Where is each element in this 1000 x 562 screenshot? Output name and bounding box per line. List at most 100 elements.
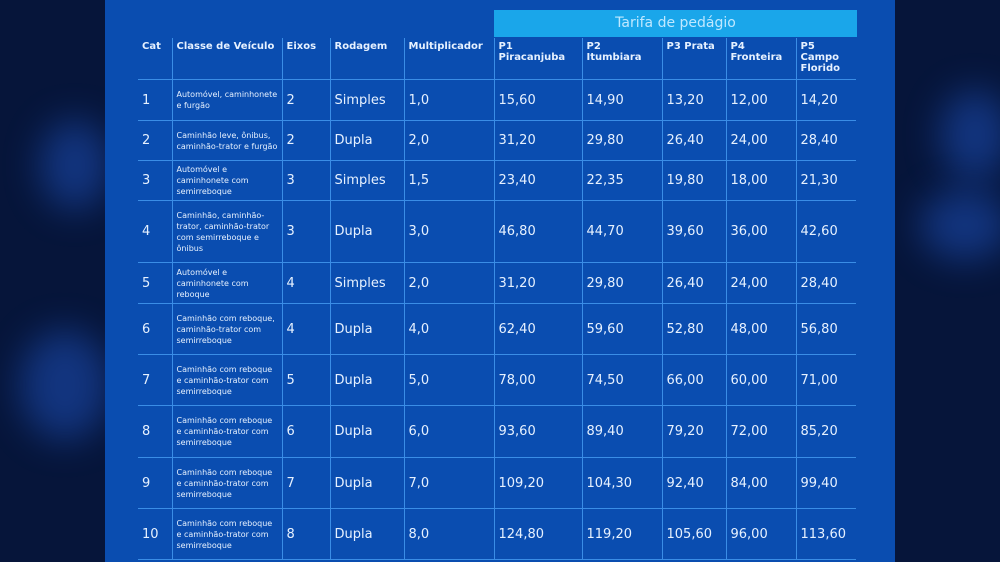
table-row: 10 Caminhão com reboque e caminhão-trator…	[138, 508, 856, 560]
cell-p1: 31,20	[493, 120, 583, 161]
cell-axles: 6	[281, 405, 331, 458]
header-cat: Cat	[138, 38, 173, 80]
cell-p5: 85,20	[795, 405, 856, 458]
cell-cat: 2	[138, 120, 173, 161]
cell-p2: 74,50	[581, 354, 663, 406]
cell-p2: 22,35	[581, 160, 663, 201]
cell-axles: 2	[281, 120, 331, 161]
table-row: 2 Caminhão leve, ônibus, caminhão-trator …	[138, 120, 856, 161]
cell-p2: 44,70	[581, 200, 663, 263]
cell-cat: 9	[138, 457, 173, 509]
table-row: 5 Automóvel e caminhonete com reboque 4 Sim…	[138, 262, 856, 304]
header-row: Cat Classe de Veículo Eixos Rodagem Multipli…	[138, 38, 856, 80]
cell-axles: 3	[281, 200, 331, 263]
cell-axles: 4	[281, 303, 331, 355]
cell-axles: 5	[281, 354, 331, 406]
cell-cat: 6	[138, 303, 173, 355]
cell-multiplier: 8,0	[403, 508, 495, 560]
header-multiplier: Multiplicador	[403, 38, 495, 80]
cell-vehicle-class: Caminhão, caminhão-trator, caminhão-trat…	[171, 200, 283, 263]
cell-cat: 8	[138, 405, 173, 458]
cell-vehicle-class: Caminhão leve, ônibus, caminhão-trator e…	[171, 120, 283, 161]
cell-p4: 24,00	[725, 120, 797, 161]
header-p5: P5 Campo Florido	[795, 38, 856, 80]
header-p3: P3 Prata	[661, 38, 727, 80]
cell-p5: 71,00	[795, 354, 856, 406]
cell-wheels: Dupla	[329, 303, 405, 355]
cell-axles: 8	[281, 508, 331, 560]
cell-wheels: Dupla	[329, 120, 405, 161]
cell-wheels: Simples	[329, 79, 405, 121]
cell-cat: 5	[138, 262, 173, 304]
cell-axles: 7	[281, 457, 331, 509]
cell-wheels: Dupla	[329, 508, 405, 560]
table-row: 1 Automóvel, caminhonete e furgão 2 Simples…	[138, 79, 856, 121]
cell-p5: 56,80	[795, 303, 856, 355]
cell-wheels: Dupla	[329, 405, 405, 458]
table-row: 9 Caminhão com reboque e caminhão-trator …	[138, 457, 856, 509]
cell-multiplier: 4,0	[403, 303, 495, 355]
cell-cat: 3	[138, 160, 173, 201]
cell-cat: 4	[138, 200, 173, 263]
table-row: 6 Caminhão com reboque, caminhão-trator c…	[138, 303, 856, 355]
cell-p5: 113,60	[795, 508, 856, 560]
background-blur	[20, 330, 110, 440]
table-row: 8 Caminhão com reboque e caminhão-trator …	[138, 405, 856, 458]
background-blur	[920, 190, 1000, 260]
cell-p5: 42,60	[795, 200, 856, 263]
cell-p4: 60,00	[725, 354, 797, 406]
table-row: 3 Automóvel e caminhonete com semirreboqu…	[138, 160, 856, 201]
header-p1: P1 Piracanjuba	[493, 38, 583, 80]
cell-p3: 52,80	[661, 303, 727, 355]
cell-p1: 23,40	[493, 160, 583, 201]
cell-cat: 7	[138, 354, 173, 406]
cell-p4: 48,00	[725, 303, 797, 355]
cell-p1: 15,60	[493, 79, 583, 121]
cell-multiplier: 3,0	[403, 200, 495, 263]
cell-cat: 1	[138, 79, 173, 121]
cell-wheels: Dupla	[329, 200, 405, 263]
cell-axles: 4	[281, 262, 331, 304]
cell-p3: 92,40	[661, 457, 727, 509]
cell-multiplier: 2,0	[403, 262, 495, 304]
cell-vehicle-class: Automóvel e caminhonete com reboque	[171, 262, 283, 304]
cell-vehicle-class: Automóvel e caminhonete com semirreboque	[171, 160, 283, 201]
cell-p2: 14,90	[581, 79, 663, 121]
table-row: 7 Caminhão com reboque e caminhão-trator …	[138, 354, 856, 406]
header-axles: Eixos	[281, 38, 331, 80]
cell-p5: 21,30	[795, 160, 856, 201]
cell-p4: 72,00	[725, 405, 797, 458]
cell-p3: 19,80	[661, 160, 727, 201]
cell-p1: 31,20	[493, 262, 583, 304]
cell-p4: 24,00	[725, 262, 797, 304]
cell-multiplier: 1,0	[403, 79, 495, 121]
cell-p3: 26,40	[661, 120, 727, 161]
header-p4: P4 Fronteira	[725, 38, 797, 80]
background-blur	[40, 120, 110, 210]
cell-axles: 2	[281, 79, 331, 121]
cell-vehicle-class: Caminhão com reboque e caminhão-trator c…	[171, 457, 283, 509]
cell-p2: 104,30	[581, 457, 663, 509]
cell-p4: 18,00	[725, 160, 797, 201]
cell-cat: 10	[138, 508, 173, 560]
cell-multiplier: 6,0	[403, 405, 495, 458]
cell-p3: 105,60	[661, 508, 727, 560]
cell-p5: 14,20	[795, 79, 856, 121]
cell-p2: 119,20	[581, 508, 663, 560]
cell-p1: 62,40	[493, 303, 583, 355]
cell-wheels: Simples	[329, 262, 405, 304]
cell-vehicle-class: Caminhão com reboque, caminhão-trator co…	[171, 303, 283, 355]
cell-p1: 109,20	[493, 457, 583, 509]
cell-p3: 66,00	[661, 354, 727, 406]
cell-p4: 96,00	[725, 508, 797, 560]
toll-table: Cat Classe de Veículo Eixos Rodagem Multipli…	[138, 38, 856, 560]
cell-vehicle-class: Automóvel, caminhonete e furgão	[171, 79, 283, 121]
cell-multiplier: 5,0	[403, 354, 495, 406]
cell-wheels: Dupla	[329, 457, 405, 509]
table-row: 4 Caminhão, caminhão-trator, caminhão-tra…	[138, 200, 856, 263]
cell-p3: 13,20	[661, 79, 727, 121]
header-vehicle-class: Classe de Veículo	[171, 38, 283, 80]
cell-p5: 28,40	[795, 262, 856, 304]
cell-vehicle-class: Caminhão com reboque e caminhão-trator c…	[171, 405, 283, 458]
cell-p1: 46,80	[493, 200, 583, 263]
